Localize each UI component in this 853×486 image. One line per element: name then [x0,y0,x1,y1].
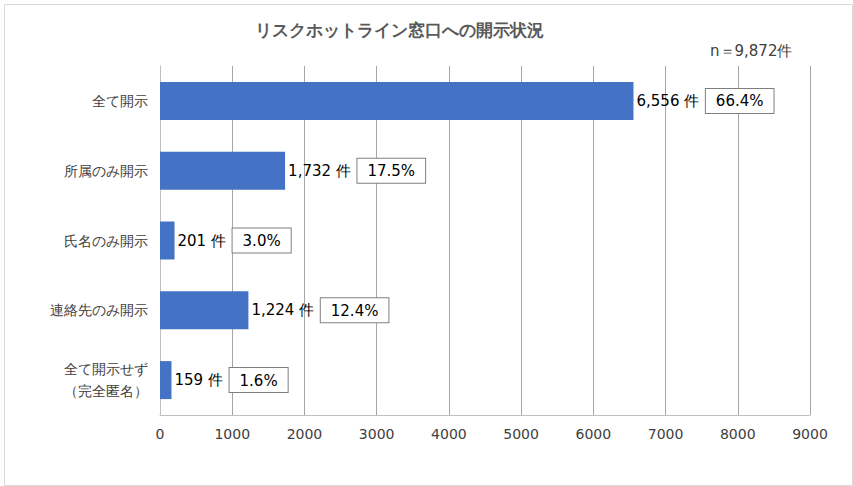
svg-text:159 件: 159 件 [174,371,222,389]
svg-text:1,224 件: 1,224 件 [251,301,314,319]
svg-text:17.5%: 17.5% [367,162,415,180]
svg-text:66.4%: 66.4% [716,92,764,110]
svg-text:1,732 件: 1,732 件 [288,162,351,180]
svg-text:（完全匿名）: （完全匿名） [64,383,148,399]
svg-text:6000: 6000 [576,426,612,442]
svg-text:連絡先のみ開示: 連絡先のみ開示 [50,302,148,318]
svg-text:6,556 件: 6,556 件 [636,92,699,110]
svg-text:8000: 8000 [720,426,756,442]
svg-text:3000: 3000 [359,426,395,442]
svg-text:9000: 9000 [792,426,828,442]
svg-text:5000: 5000 [503,426,539,442]
svg-text:12.4%: 12.4% [331,302,379,320]
svg-text:所属のみ開示: 所属のみ開示 [64,163,148,179]
svg-text:2000: 2000 [287,426,323,442]
svg-text:4000: 4000 [431,426,467,442]
svg-text:7000: 7000 [648,426,684,442]
svg-text:全て開示せず: 全て開示せず [64,361,148,377]
svg-text:氏名のみ開示: 氏名のみ開示 [64,233,148,249]
svg-text:201 件: 201 件 [178,232,226,250]
svg-text:1.6%: 1.6% [240,372,278,390]
svg-text:1000: 1000 [214,426,250,442]
svg-text:リスクホットライン窓口への開示状況: リスクホットライン窓口への開示状況 [255,20,544,40]
svg-text:0: 0 [156,426,165,442]
svg-text:3.0%: 3.0% [243,232,281,250]
svg-text:n＝9,872件: n＝9,872件 [710,42,792,60]
svg-text:全て開示: 全て開示 [92,93,148,109]
